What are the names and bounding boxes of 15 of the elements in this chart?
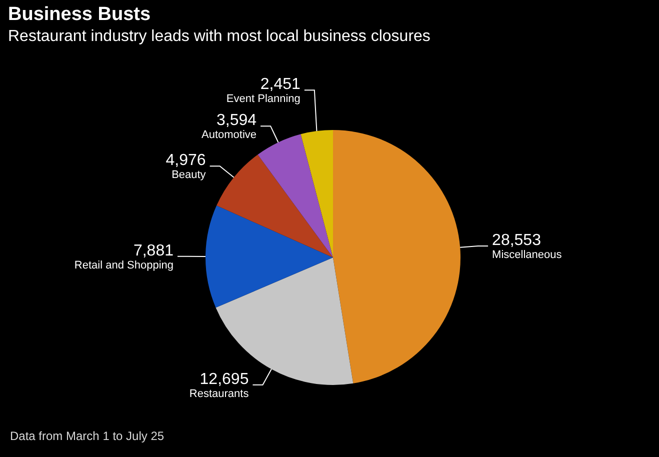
slice-label: Retail and Shopping xyxy=(74,259,174,272)
chart-title: Business Busts xyxy=(8,4,152,26)
slice-label: Restaurants xyxy=(189,388,250,400)
data-label: 3,594 xyxy=(216,112,257,130)
slice-label: Automotive xyxy=(202,129,257,142)
slice-label: Beauty xyxy=(172,169,206,182)
chart-subtitle: Restaurant industry leads with most local business closures xyxy=(8,28,430,46)
data-label: 2,451 xyxy=(260,76,301,94)
data-label: 28,553 xyxy=(492,232,542,249)
data-label: 12,695 xyxy=(200,370,249,388)
slice-label: Event Planning xyxy=(226,93,300,106)
text: Data from March 1 to July 25 xyxy=(10,429,164,443)
data-label: 4,976 xyxy=(166,152,206,170)
slice-label: Miscellaneous xyxy=(492,248,562,261)
data-label: 7,881 xyxy=(133,242,174,260)
